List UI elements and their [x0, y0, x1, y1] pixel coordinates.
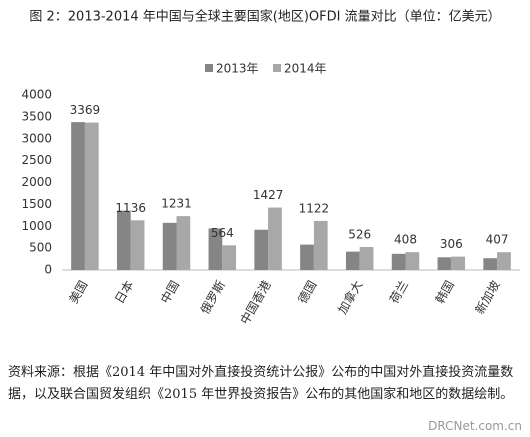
- bar: [391, 253, 406, 270]
- y-tick-label: 3500: [21, 109, 52, 123]
- legend-swatch: [273, 64, 281, 72]
- bar: [71, 122, 85, 270]
- data-label: 1122: [299, 201, 330, 215]
- watermark: DRCNet.com.cn: [428, 419, 522, 433]
- x-tick-label: 荷兰: [387, 278, 411, 306]
- y-tick-label: 2000: [21, 175, 52, 189]
- source-note: 资料来源：根据《2014 年中国对外直接投资统计公报》公布的中国对外直接投资流量…: [8, 365, 514, 402]
- bar: [497, 252, 511, 270]
- legend-label: 2014年: [284, 62, 327, 76]
- bar: [116, 210, 131, 270]
- x-tick-label: 日本: [112, 278, 136, 306]
- y-tick-label: 4000: [21, 88, 52, 102]
- y-tick-label: 2500: [21, 153, 52, 167]
- bar: [345, 251, 360, 270]
- x-tick-label: 韩国: [432, 278, 457, 306]
- bar: [313, 220, 328, 270]
- x-tick-label: 中国香港: [237, 278, 274, 327]
- y-tick-label: 3000: [21, 131, 52, 145]
- data-label: 1136: [115, 201, 146, 215]
- data-label: 526: [348, 227, 371, 241]
- y-tick-label: 0: [44, 263, 52, 277]
- data-label: 3369: [70, 103, 101, 117]
- bar: [222, 245, 237, 270]
- bar: [300, 244, 314, 270]
- bar: [437, 257, 452, 270]
- bar: [84, 122, 99, 270]
- x-tick-label: 新加坡: [472, 278, 503, 317]
- data-label: 1231: [161, 197, 192, 211]
- chart-title: 图 2：2013-2014 年中国与全球主要国家(地区)OFDI 流量对比（单位…: [29, 9, 500, 25]
- bar: [405, 252, 420, 270]
- bar: [162, 222, 177, 270]
- bar: [130, 220, 145, 270]
- data-label: 564: [211, 226, 234, 240]
- x-tick-label: 德国: [295, 278, 320, 306]
- chart: 图 2：2013-2014 年中国与全球主要国家(地区)OFDI 流量对比（单位…: [21, 9, 520, 327]
- y-tick-label: 1500: [21, 197, 52, 211]
- x-tick-label: 加拿大: [334, 278, 365, 317]
- y-tick-label: 1000: [21, 219, 52, 233]
- data-label: 407: [486, 233, 509, 247]
- legend-swatch: [205, 64, 213, 72]
- bar: [254, 229, 269, 270]
- bar: [268, 207, 282, 270]
- bar: [451, 256, 466, 270]
- x-tick-label: 美国: [66, 278, 90, 306]
- x-tick-label: 中国: [157, 278, 182, 306]
- bar: [359, 246, 374, 270]
- x-tick-label: 俄罗斯: [198, 278, 228, 316]
- legend-label: 2013年: [216, 62, 259, 76]
- data-label: 408: [394, 233, 417, 247]
- bar: [176, 216, 191, 270]
- data-label: 1427: [253, 188, 284, 202]
- y-tick-label: 500: [29, 241, 52, 255]
- bar: [483, 258, 498, 270]
- data-label: 306: [440, 237, 463, 251]
- bar: [208, 228, 223, 270]
